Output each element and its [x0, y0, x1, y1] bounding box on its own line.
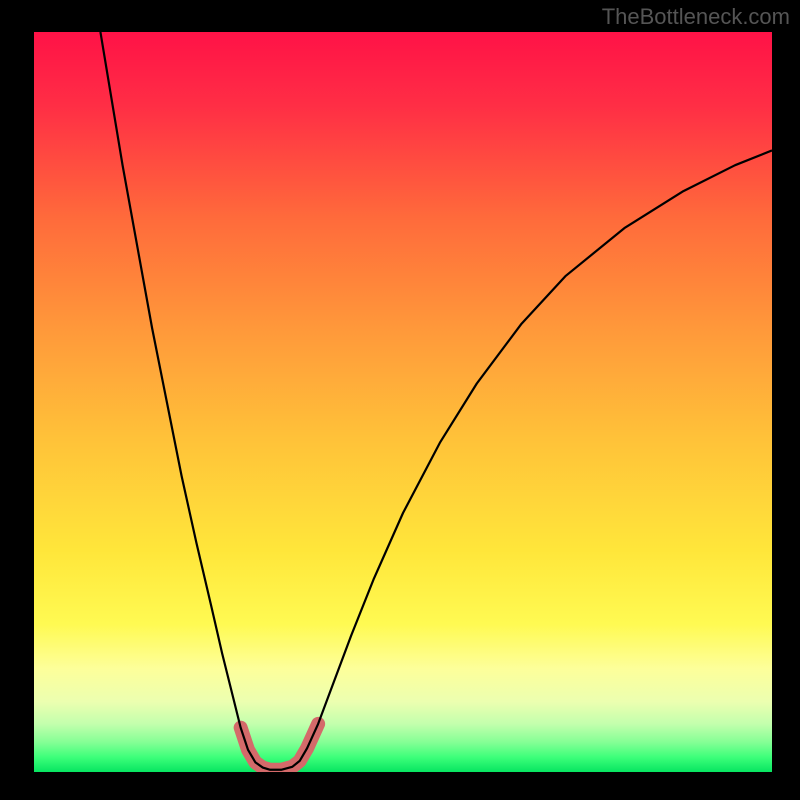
- chart-frame: TheBottleneck.com: [0, 0, 800, 800]
- bottleneck-chart: [0, 0, 800, 800]
